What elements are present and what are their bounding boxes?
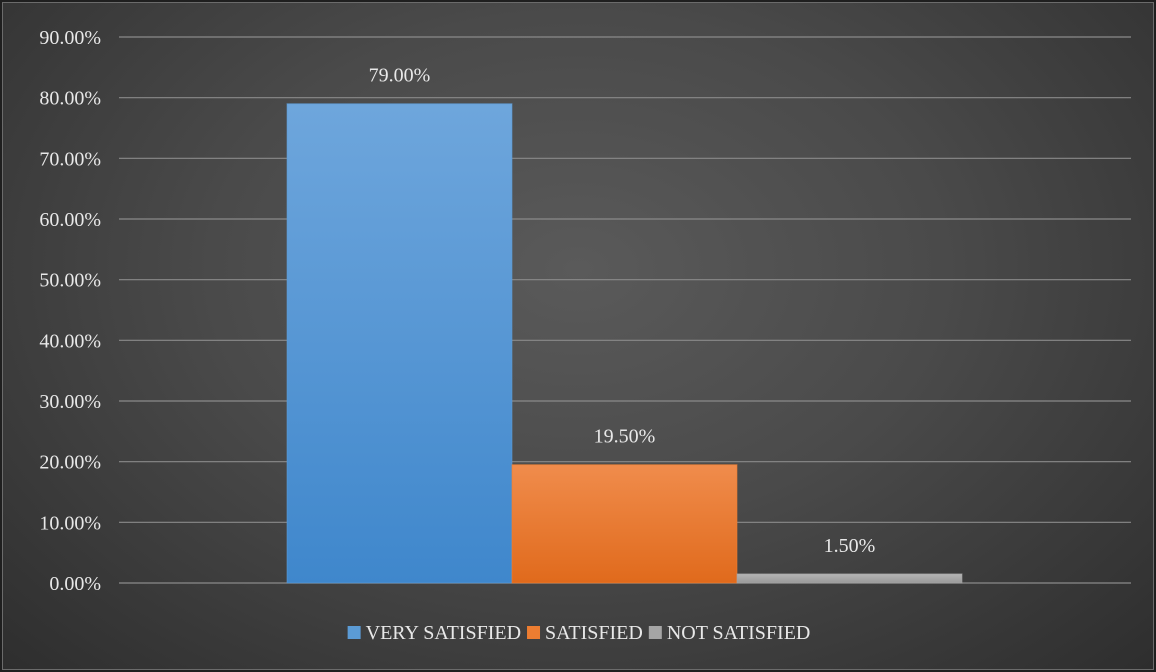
- bar-satisfied: [511, 464, 738, 584]
- legend-label: SATISFIED: [545, 622, 643, 644]
- y-tick-label: 50.00%: [39, 270, 101, 292]
- data-labels: 79.00% 19.50% 1.50%: [369, 65, 876, 557]
- legend-swatch: [648, 626, 662, 639]
- bar-not-satisfied: [736, 573, 963, 584]
- y-tick-label: 40.00%: [39, 330, 101, 352]
- y-tick-label: 60.00%: [39, 209, 101, 231]
- y-tick-label: 10.00%: [39, 512, 101, 534]
- legend: VERY SATISFIED SATISFIED NOT SATISFIED: [347, 622, 811, 644]
- y-tick-label: 70.00%: [39, 148, 101, 170]
- y-tick-label: 30.00%: [39, 391, 101, 413]
- bar-chart: 0.00% 10.00% 20.00% 30.00% 40.00% 50.00% 60.00…: [39, 27, 1131, 644]
- legend-swatch: [347, 626, 361, 639]
- y-tick-label: 80.00%: [39, 88, 101, 110]
- bars: [286, 103, 963, 584]
- y-tick-label: 0.00%: [49, 573, 101, 595]
- data-label: 19.50%: [594, 426, 656, 448]
- bar-very-satisfied: [286, 103, 513, 584]
- y-tick-label: 20.00%: [39, 452, 101, 474]
- y-axis-ticks: 0.00% 10.00% 20.00% 30.00% 40.00% 50.00% 60.00…: [39, 27, 101, 595]
- legend-swatch: [527, 626, 541, 639]
- legend-label: NOT SATISFIED: [667, 622, 811, 644]
- data-label: 1.50%: [824, 535, 876, 557]
- y-tick-label: 90.00%: [39, 27, 101, 49]
- legend-label: VERY SATISFIED: [366, 622, 521, 644]
- data-label: 79.00%: [369, 65, 431, 87]
